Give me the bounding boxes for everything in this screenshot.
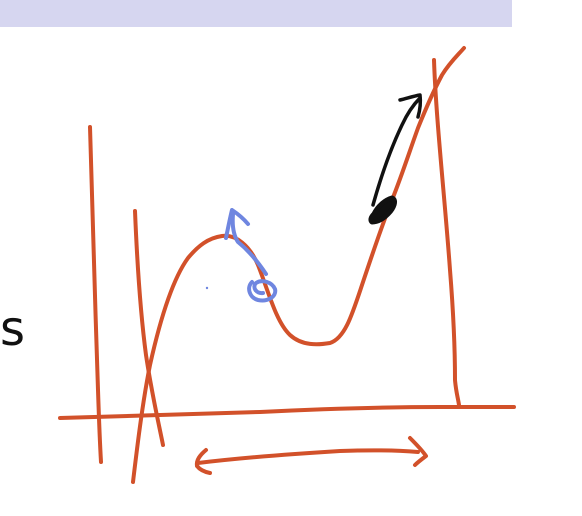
- blue-particle: [247, 279, 278, 303]
- black-arrow-head: [398, 93, 423, 119]
- black-particle: [368, 195, 398, 225]
- blue-arrow-shaft: [230, 212, 268, 276]
- blue-dot: [205, 286, 209, 290]
- axis-letter-s: s: [0, 301, 26, 357]
- second-wall-stroke: [133, 209, 165, 447]
- range-arrow-left-head: [194, 448, 212, 475]
- left-wall-stroke: [88, 125, 103, 464]
- blue-arrow-head: [224, 208, 250, 240]
- potential-curve: [131, 46, 466, 484]
- range-arrow-line: [196, 448, 420, 465]
- black-arrow-shaft: [371, 96, 422, 207]
- toolbar-strip: [0, 0, 512, 27]
- baseline-stroke: [58, 405, 516, 420]
- range-arrow-right-head: [408, 436, 428, 467]
- right-wall-stroke: [432, 58, 461, 407]
